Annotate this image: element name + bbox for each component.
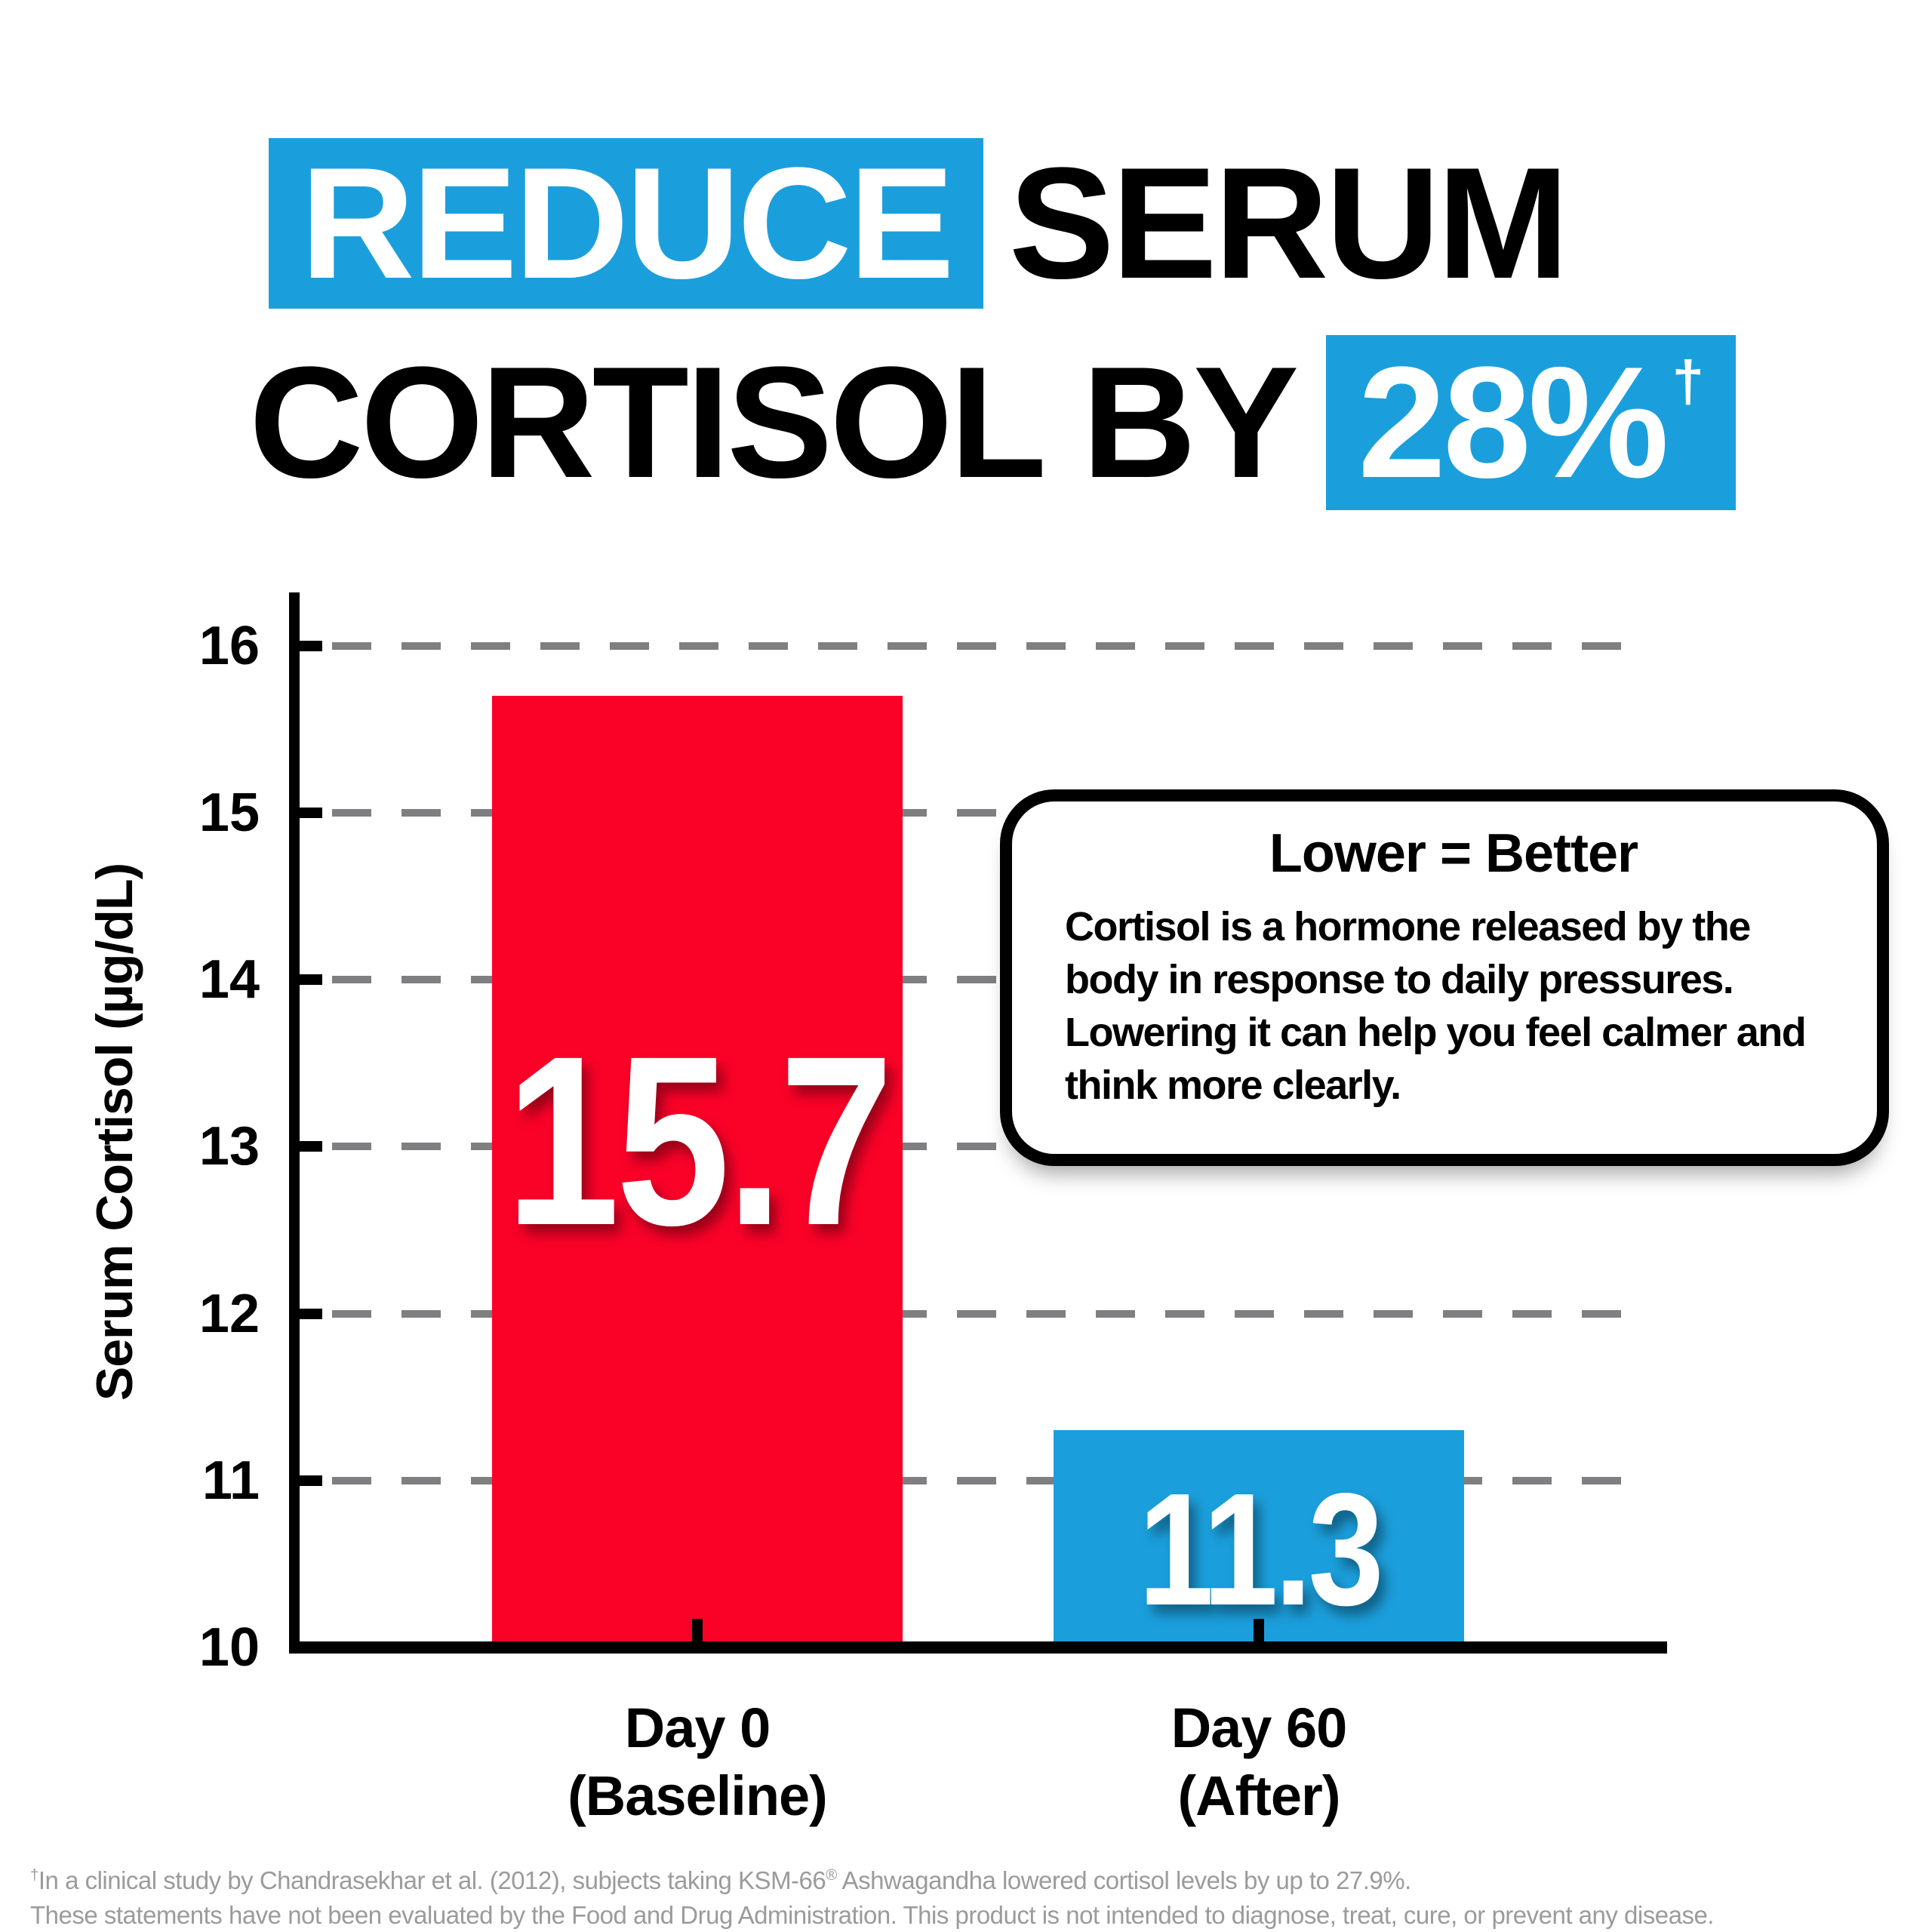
x-category-sublabel: (After) (1177, 1764, 1341, 1827)
headline-reduce-text: REDUCE (300, 134, 955, 312)
y-tick-label: 12 (198, 1283, 260, 1344)
y-tick-label: 14 (198, 949, 260, 1011)
y-tick-label: 11 (202, 1450, 260, 1511)
y-tick-label: 13 (198, 1116, 260, 1177)
headline-28-text: 28% (1358, 334, 1669, 511)
x-category-label-line1: Day 60 (1171, 1697, 1348, 1759)
headline-line2: CORTISOL BY 28% † (249, 335, 1736, 510)
gridline (332, 1309, 1645, 1318)
x-axis-tick (1254, 1619, 1264, 1641)
y-tick-label: 15 (198, 783, 260, 843)
gridline (332, 976, 1645, 984)
y-axis-tick (300, 1141, 322, 1152)
x-category-label-line1: Day 0 (624, 1697, 771, 1759)
gridline (332, 641, 1645, 650)
headline-line1: REDUCE SERUM (269, 134, 1569, 312)
headline-serum-text: SERUM (1008, 134, 1569, 312)
y-axis-line (289, 592, 300, 1654)
callout-title: Lower = Better (1269, 823, 1638, 884)
footnote-registered-mark: ® (826, 1866, 837, 1884)
x-category-label: Day 60 (After) (1025, 1694, 1493, 1830)
headline-highlight-28: 28% † (1326, 335, 1736, 510)
headline-cortisol-by-text: CORTISOL BY (249, 334, 1299, 511)
x-category-label: Day 0 (Baseline) (463, 1694, 931, 1830)
x-axis-tick (692, 1619, 703, 1641)
gridline (332, 809, 1645, 817)
footnote-dagger: † (30, 1866, 38, 1884)
callout-body: Cortisol is a hormone released by the bo… (1065, 904, 1807, 1109)
bar-value-label: 11.3 (1137, 1460, 1383, 1639)
footnote-line1-text: In a clinical study by Chandrasekhar et … (38, 1866, 826, 1894)
headline-highlight-reduce: REDUCE (269, 138, 983, 309)
footnote: †In a clinical study by Chandrasekhar et… (30, 1858, 1917, 1932)
bar-value-label: 15.7 (505, 1004, 894, 1275)
y-tick-label: 10 (198, 1617, 260, 1678)
footnote-line1: †In a clinical study by Chandrasekhar et… (30, 1858, 1917, 1898)
footnote-line1-text-cont: Ashwagandha lowered cortisol levels by u… (836, 1866, 1412, 1894)
callout-box: Lower = Better Cortisol is a hormone rel… (1000, 789, 1889, 1166)
y-tick-label: 16 (198, 615, 260, 676)
dagger-symbol: † (1672, 349, 1704, 414)
y-axis-tick (300, 808, 322, 818)
bar: 15.7 (492, 696, 903, 1647)
bar: 11.3 (1054, 1430, 1464, 1647)
y-axis-tick (300, 640, 322, 651)
y-axis-tick (300, 974, 322, 986)
footnote-line2: These statements have not been evaluated… (30, 1901, 1714, 1929)
plot-area: 15.7 11.3 (294, 592, 1660, 1647)
gridline (332, 1143, 1645, 1151)
x-category-sublabel: (Baseline) (568, 1764, 828, 1827)
y-axis-tick (300, 1308, 322, 1319)
gridline (332, 1476, 1645, 1484)
x-axis-line (289, 1641, 1667, 1654)
y-axis-tick (300, 1475, 322, 1486)
